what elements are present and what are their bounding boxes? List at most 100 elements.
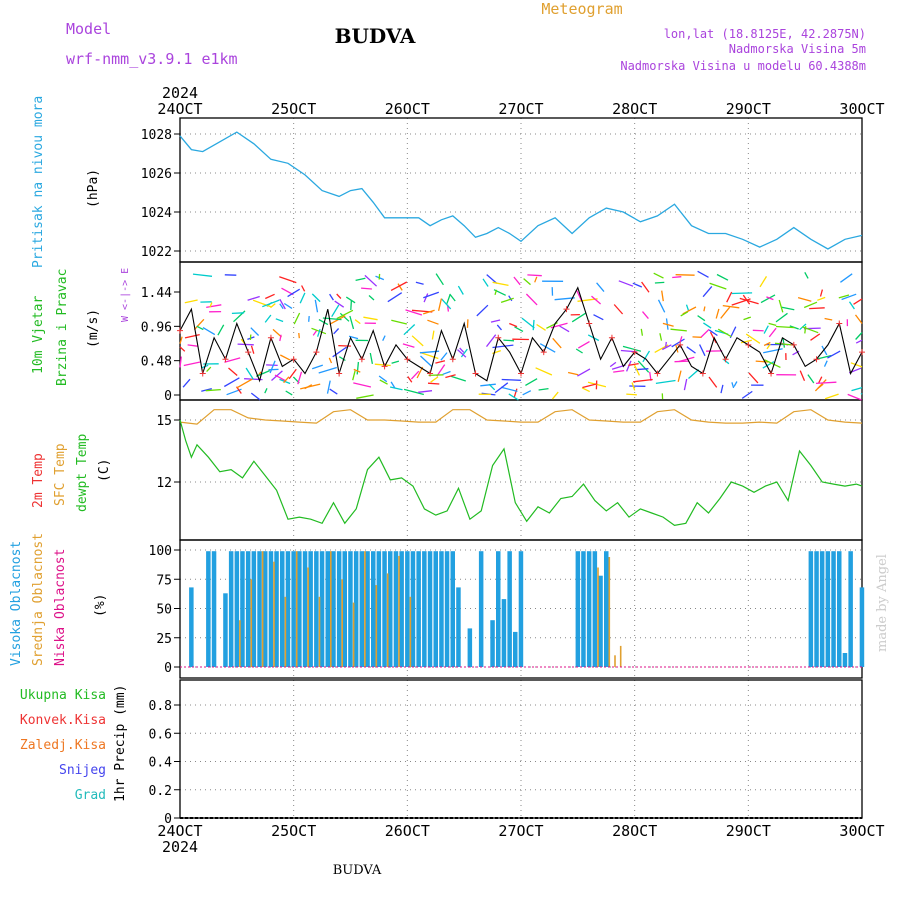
cloud-mid-bar [341, 579, 343, 668]
wind-arrow [201, 387, 212, 392]
wind-arrow [657, 299, 666, 313]
wind-arrow [745, 333, 761, 344]
wind-arrow [353, 368, 361, 373]
wind-arrow [378, 375, 388, 383]
wind-gust-marker [177, 327, 183, 334]
cloud-high-bar [291, 551, 296, 667]
pressure-ytick-label: 1026 [141, 167, 172, 182]
wind-arrow [382, 335, 386, 341]
wind-arrow [236, 378, 253, 389]
precip-ytick-label: 0.4 [149, 756, 173, 771]
wind-arrow [582, 383, 598, 389]
wind-arrow [275, 318, 284, 323]
wind-arrow [653, 272, 664, 279]
cloud-high-bar [496, 551, 501, 667]
pressure-ytick-label: 1022 [141, 245, 172, 260]
wind-arrow [677, 370, 682, 382]
precip-ytick-label: 0.2 [149, 784, 172, 799]
wind-arrow [760, 294, 776, 304]
wind-arrow [661, 290, 664, 302]
cloud-mid-bar [608, 557, 611, 667]
wind-arrow [559, 325, 570, 333]
lonlat-label: lon,lat (18.8125E, 42.2875N) [664, 27, 866, 41]
wind-arrow [501, 378, 521, 381]
wind-arrow [423, 291, 440, 299]
wind-arrow [717, 328, 732, 338]
wind-arrow [532, 319, 535, 331]
wind-arrow [513, 388, 518, 398]
wind-arrow [631, 382, 636, 391]
wind-panel: 0 0.48 0.96 1.44 [141, 261, 863, 404]
wind-gust-marker [222, 356, 229, 363]
wind-gust-marker [722, 356, 729, 363]
temperature-ytick-label: 12 [156, 476, 172, 491]
wind-arrow [482, 278, 489, 287]
wind-arrow [270, 303, 276, 309]
cloud-high-bar [263, 551, 268, 667]
wind-arrow [333, 328, 340, 335]
wind-arrow [435, 273, 444, 286]
pressure-label: Pritisak na nivou mora [31, 96, 46, 268]
wind-arrow [763, 341, 771, 347]
wind-arrow [183, 361, 201, 367]
top-date-tick: 30OCT [839, 100, 884, 118]
wind-gust-marker [836, 320, 843, 327]
wind-arrow [821, 345, 828, 356]
wind-arrow [205, 388, 221, 392]
cloud-high-bar [501, 599, 507, 667]
wind-arrow [809, 307, 825, 310]
wind-arrow [536, 323, 546, 331]
wind-arrow [418, 390, 433, 393]
cloud-high-bar [399, 551, 404, 667]
wind-arrow [423, 293, 429, 303]
wind-arrow [539, 343, 556, 353]
wind-arrow [339, 312, 350, 322]
wind-label-2: Brzina i Pravac [55, 269, 70, 386]
cloud-high-bar [302, 551, 308, 667]
wind-arrow [709, 282, 727, 290]
wind-arrow [440, 352, 448, 361]
wind-arrow [855, 339, 863, 344]
cloud-high-bar [405, 551, 410, 667]
wind-arrow [300, 383, 321, 390]
wind-arrow [402, 343, 415, 348]
top-year-label: 2024 [162, 84, 198, 102]
wind-arrow [680, 311, 689, 317]
wind-arrow [252, 299, 272, 308]
wind-arrow [224, 357, 241, 363]
wind-arrow [269, 360, 276, 374]
wind-arrow [445, 374, 456, 379]
wind-arrow [618, 280, 634, 287]
wind-arrow [196, 325, 204, 331]
wind-arrow [523, 278, 531, 286]
wind-arrow [430, 376, 439, 383]
cloud-high-bar [388, 551, 393, 667]
wind-arrow [457, 349, 467, 358]
wind-unit: (m/s) [86, 309, 101, 348]
wind-arrow [733, 381, 738, 387]
wind-arrow [596, 282, 605, 293]
wind-arrow [345, 296, 356, 304]
cloud-high-bar [842, 653, 848, 667]
cloud-high-bar [245, 551, 251, 667]
wind-arrow [405, 309, 423, 316]
cloud-high-bar [393, 551, 399, 667]
cloud-high-bar [575, 551, 581, 667]
wind-arrow [299, 292, 306, 304]
wind-arrow [715, 308, 720, 319]
wind-arrow [552, 337, 562, 349]
wind-arrow [262, 299, 280, 308]
cloud-high-bar [319, 551, 325, 667]
wind-arrow [492, 281, 509, 287]
pressure-unit: (hPa) [86, 169, 101, 208]
wind-arrow [683, 378, 688, 391]
cloud-high-bar [342, 551, 347, 667]
wind-direction-legend: W <-|-> E [120, 268, 131, 322]
wind-arrow [818, 376, 823, 384]
cloud-high-bar [228, 551, 234, 667]
pressure-ytick-label: 1028 [141, 128, 172, 143]
wind-arrow [223, 377, 240, 388]
wind-arrow [655, 379, 676, 385]
cloud-mid-bar [307, 567, 309, 667]
cloud-high-label: Visoka Oblacnost [9, 541, 24, 666]
